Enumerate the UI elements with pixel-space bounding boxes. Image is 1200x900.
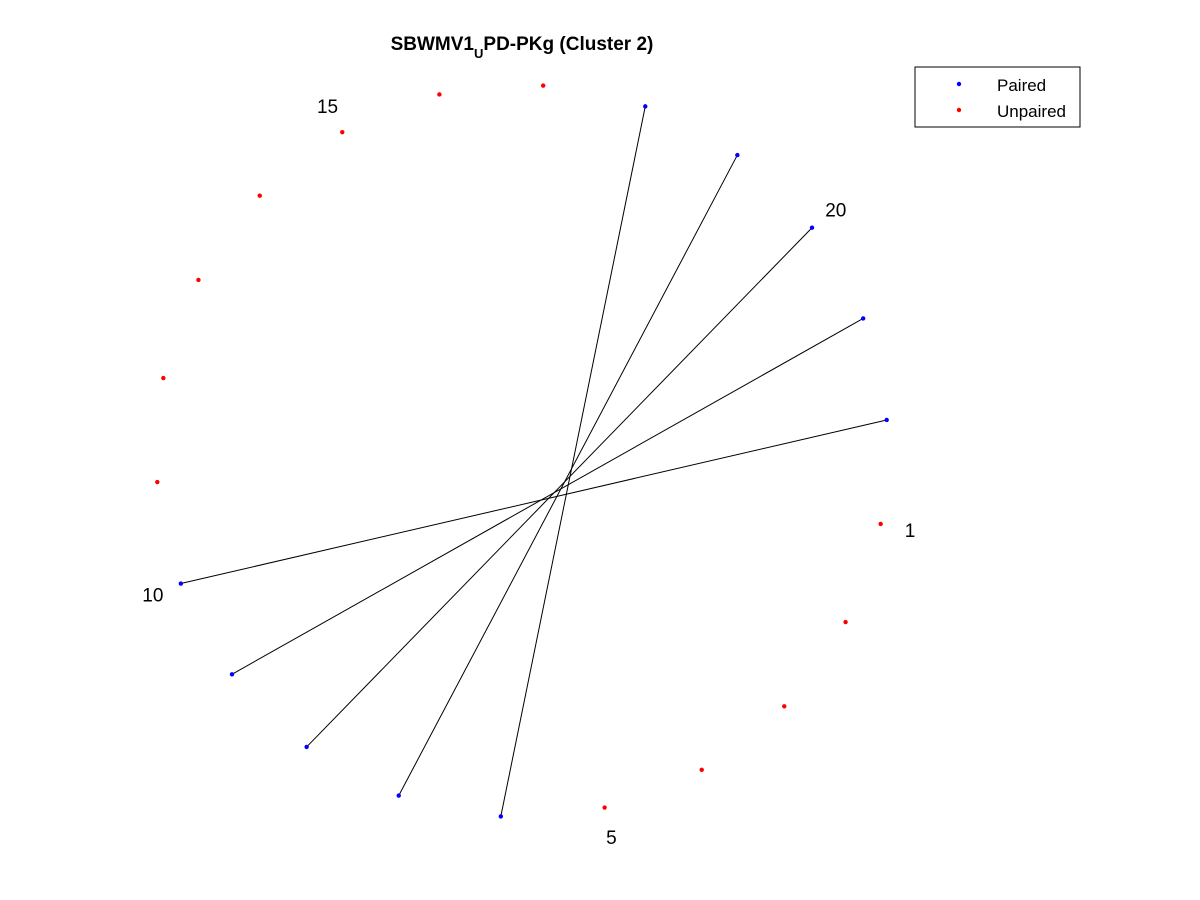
index-label-15: 15 — [317, 97, 338, 118]
pair-link-10-22 — [180, 419, 887, 585]
pair-link-6-18 — [500, 106, 646, 817]
node-14 — [257, 193, 262, 198]
node-2 — [843, 619, 848, 625]
index-label-1: 1 — [905, 521, 916, 542]
node-19 — [735, 152, 740, 158]
node-12 — [161, 375, 166, 381]
node-9 — [229, 672, 235, 677]
chart-title-subscript: U — [474, 46, 483, 61]
chart-title-suffix: PD-PKg (Cluster 2) — [483, 34, 653, 55]
index-label-10: 10 — [142, 585, 163, 606]
index-label-20: 20 — [825, 200, 846, 221]
pair-link-8-20 — [306, 227, 813, 748]
node-10 — [178, 581, 184, 586]
node-16 — [437, 92, 442, 97]
pair-link-7-19 — [398, 154, 738, 796]
chart-title: SBWMV1UPD-PKg (Cluster 2) — [391, 34, 654, 61]
node-3 — [782, 704, 787, 709]
node-22 — [884, 417, 889, 423]
node-17 — [540, 83, 546, 88]
node-7 — [396, 793, 401, 798]
legend-paired-label: Paired — [997, 76, 1046, 95]
node-21 — [860, 316, 866, 321]
node-20 — [809, 225, 815, 230]
node-6 — [498, 814, 504, 819]
legend-box — [914, 66, 1081, 128]
chart-title-main: SBWMV1 — [391, 34, 475, 55]
node-18 — [643, 104, 648, 109]
index-label-5: 5 — [606, 828, 617, 849]
legend: Paired Unpaired — [914, 66, 1081, 128]
node-4 — [699, 767, 704, 773]
legend-paired-marker — [956, 81, 962, 87]
pair-link-9-21 — [231, 318, 864, 675]
node-15 — [340, 129, 345, 135]
pair-links — [180, 106, 887, 817]
node-8 — [304, 744, 309, 750]
node-5 — [602, 805, 607, 810]
node-11 — [155, 479, 160, 485]
node-13 — [196, 277, 201, 283]
legend-unpaired-label: Unpaired — [997, 102, 1066, 121]
legend-unpaired-marker — [956, 107, 962, 113]
nucleotide-nodes — [155, 83, 889, 819]
node-1 — [878, 521, 883, 527]
